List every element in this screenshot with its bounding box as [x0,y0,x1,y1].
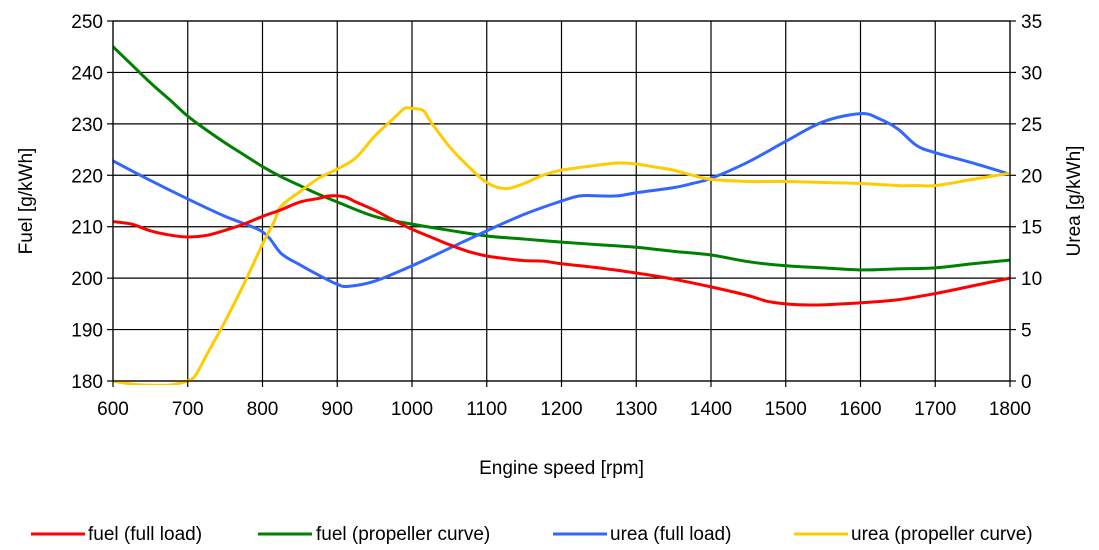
y-right-tick-label: 5 [1021,321,1032,342]
x-tick-label: 900 [321,399,353,420]
x-tick-label: 1500 [765,399,807,420]
y-left-tick-label: 240 [71,63,103,84]
x-tick-label: 1000 [391,399,433,420]
y-right-tick-label: 10 [1021,269,1042,290]
x-tick-label: 600 [97,399,129,420]
legend-label: fuel (propeller curve) [316,524,490,545]
y-right-tick-label: 30 [1021,63,1042,84]
series-group [113,45,1010,385]
legend: fuel (full load) fuel (propeller curve) ur… [31,524,1033,545]
y-left-tick-label: 200 [71,269,103,290]
legend-label: fuel (full load) [88,524,202,545]
y-right-tick-label: 20 [1021,166,1042,187]
series-line-urea-full-load [113,112,1010,289]
y-left-tick-label: 180 [71,372,103,393]
x-tick-label: 1200 [540,399,582,420]
x-tick-label: 1100 [466,399,507,420]
y-left-tick-label: 210 [71,218,103,239]
x-tick-label: 1600 [839,399,881,420]
y-axis-right-title: Urea [g/kWh] [1064,146,1085,257]
y-right-tick-label: 35 [1021,12,1042,33]
x-tick-label: 1400 [690,399,732,420]
series-lines [113,45,1010,385]
series-line-fuel-full-load [113,194,1010,307]
x-tick-label: 1700 [914,399,956,420]
series-line-urea-propeller-curve [113,106,1010,385]
x-tick-label: 800 [247,399,279,420]
x-tick-label: 700 [172,399,204,420]
x-axis-title: Engine speed [rpm] [479,458,644,479]
y-right-tick-label: 0 [1021,372,1032,393]
x-tick-label: 1800 [989,399,1031,420]
legend-label: urea (propeller curve) [851,524,1033,545]
y-right-tick-label: 15 [1021,218,1042,239]
legend-label: urea (full load) [610,524,731,545]
series-line-fuel-propeller-curve [113,45,1010,272]
y-left-tick-label: 250 [71,12,103,33]
y-left-tick-label: 190 [71,321,103,342]
x-tick-label: 1300 [615,399,657,420]
y-left-tick-label: 220 [71,166,103,187]
tick-labels: 600 700 800 900 1000 1100 1200 1300 1400 1500 1600… [71,12,1042,420]
y-left-tick-label: 230 [71,115,103,136]
y-right-tick-label: 25 [1021,115,1042,136]
y-axis-left-title: Fuel [g/kWh] [16,148,37,255]
